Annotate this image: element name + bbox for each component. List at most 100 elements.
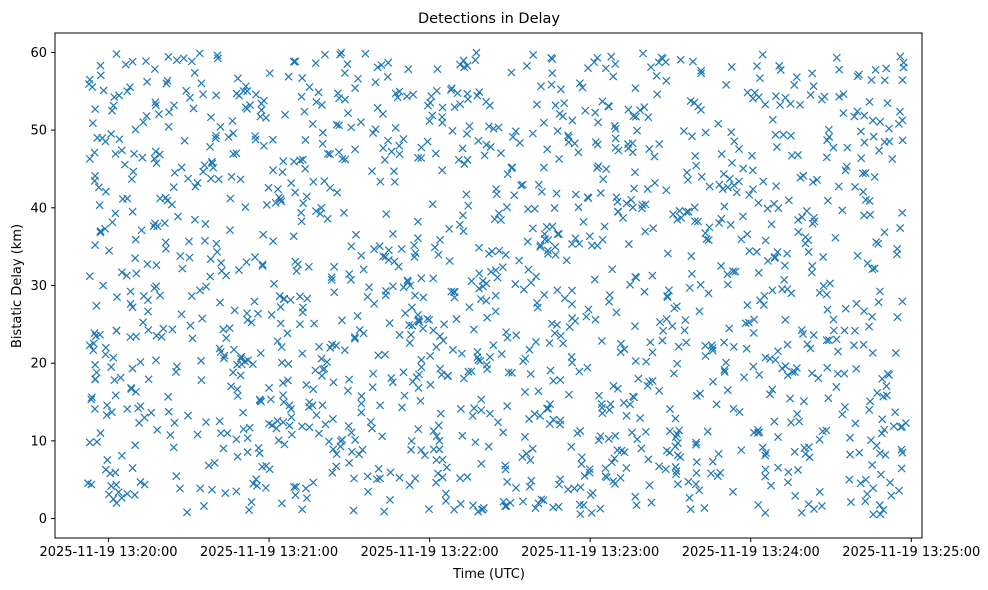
- data-point: [503, 333, 512, 342]
- data-point: [123, 405, 132, 414]
- data-point: [723, 270, 732, 279]
- data-point: [429, 274, 438, 283]
- data-point: [865, 322, 874, 331]
- data-point: [284, 359, 293, 368]
- data-point: [279, 391, 288, 400]
- data-point: [277, 358, 286, 367]
- data-point: [376, 401, 385, 410]
- data-point: [259, 230, 268, 239]
- data-point: [323, 214, 332, 223]
- data-point: [883, 369, 892, 378]
- data-point: [373, 63, 382, 72]
- data-point: [241, 203, 250, 212]
- data-point: [172, 472, 181, 481]
- data-point: [105, 246, 114, 255]
- data-point: [692, 457, 701, 467]
- data-point: [206, 255, 215, 264]
- data-point: [151, 101, 160, 110]
- data-point: [675, 206, 684, 215]
- data-point: [532, 100, 541, 109]
- data-point: [228, 116, 237, 125]
- data-point: [611, 124, 620, 133]
- data-point: [520, 432, 530, 441]
- data-point: [815, 487, 824, 496]
- data-point: [630, 168, 640, 177]
- data-point: [708, 343, 717, 352]
- data-point: [144, 375, 153, 384]
- data-point: [357, 251, 366, 260]
- data-point: [428, 111, 437, 120]
- data-point: [90, 404, 99, 413]
- data-point: [767, 220, 776, 229]
- data-point: [467, 277, 476, 286]
- data-point: [578, 83, 587, 92]
- data-point: [487, 267, 496, 276]
- data-point: [629, 112, 638, 121]
- data-point: [185, 253, 194, 262]
- data-point: [887, 491, 896, 500]
- data-point: [743, 301, 752, 310]
- data-point: [523, 205, 533, 214]
- data-point: [215, 298, 224, 307]
- data-point: [856, 479, 865, 488]
- data-point: [676, 55, 685, 64]
- data-point: [865, 97, 874, 106]
- data-point: [786, 418, 795, 427]
- data-point: [206, 174, 215, 183]
- data-point: [280, 294, 289, 303]
- data-point: [463, 95, 472, 104]
- data-point: [850, 326, 859, 335]
- data-point: [305, 83, 314, 92]
- data-point: [896, 423, 905, 432]
- data-point: [469, 501, 478, 510]
- data-point: [347, 447, 356, 456]
- data-point: [156, 194, 165, 203]
- data-point: [687, 132, 697, 141]
- data-point: [408, 377, 417, 386]
- data-point: [239, 425, 248, 434]
- data-point: [232, 149, 241, 158]
- data-point: [112, 480, 121, 489]
- data-point: [459, 374, 468, 383]
- data-point: [594, 118, 603, 127]
- data-point: [351, 84, 360, 93]
- data-point: [248, 360, 257, 369]
- data-point: [634, 374, 643, 383]
- data-point: [344, 109, 353, 118]
- data-point: [556, 331, 565, 340]
- data-point: [881, 450, 890, 459]
- data-point: [221, 489, 230, 498]
- data-point: [644, 455, 653, 464]
- data-point: [207, 485, 217, 494]
- data-point: [268, 135, 277, 144]
- data-point: [727, 128, 736, 137]
- data-point: [110, 93, 119, 102]
- data-point: [182, 86, 191, 95]
- data-point: [738, 212, 748, 221]
- data-point: [153, 222, 162, 231]
- data-point: [193, 430, 202, 439]
- data-point: [155, 150, 164, 159]
- data-point: [295, 292, 305, 301]
- data-point: [356, 118, 365, 127]
- data-point: [854, 70, 863, 79]
- data-point: [590, 58, 599, 67]
- data-point: [117, 268, 126, 277]
- data-point: [684, 477, 693, 486]
- data-point: [266, 395, 275, 404]
- data-point: [749, 328, 758, 337]
- data-point: [521, 388, 530, 397]
- data-point: [650, 152, 659, 161]
- data-point: [829, 326, 838, 335]
- data-point: [604, 297, 614, 306]
- data-point: [206, 113, 215, 122]
- data-point: [347, 242, 356, 251]
- data-point: [691, 151, 700, 160]
- data-point: [91, 331, 101, 340]
- data-point: [825, 279, 835, 288]
- data-point: [534, 180, 543, 189]
- data-point: [841, 304, 850, 313]
- data-point: [723, 280, 732, 289]
- data-point: [575, 79, 584, 88]
- data-point: [234, 266, 244, 275]
